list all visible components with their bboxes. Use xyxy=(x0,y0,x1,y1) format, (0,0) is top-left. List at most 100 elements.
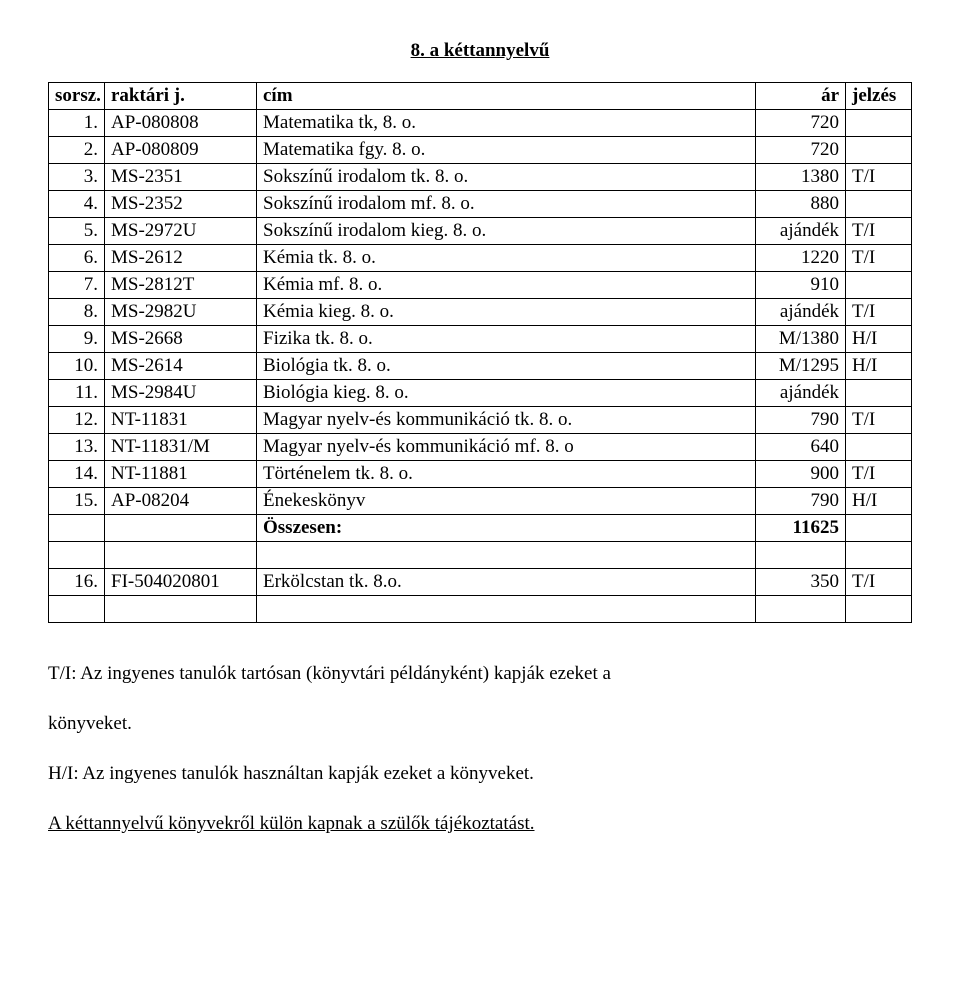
cell-cim: Sokszínű irodalom mf. 8. o. xyxy=(257,191,756,218)
cell-cim: Matematika fgy. 8. o. xyxy=(257,137,756,164)
table-row: 5.MS-2972USokszínű irodalom kieg. 8. o.a… xyxy=(49,218,912,245)
cell-ar: 1220 xyxy=(756,245,846,272)
book-table: sorsz. raktári j. cím ár jelzés 1.AP-080… xyxy=(48,82,912,623)
summary-value: 11625 xyxy=(756,515,846,542)
cell-jelzes xyxy=(846,272,912,299)
cell-raktari: AP-080808 xyxy=(105,110,257,137)
table-row: 13.NT-11831/MMagyar nyelv-és kommunikáci… xyxy=(49,434,912,461)
table-row: 4.MS-2352Sokszínű irodalom mf. 8. o.880 xyxy=(49,191,912,218)
table-row: 15.AP-08204Énekeskönyv790H/I xyxy=(49,488,912,515)
cell-cim: Kémia mf. 8. o. xyxy=(257,272,756,299)
note-extra: A kéttannyelvű könyvekről külön kapnak a… xyxy=(48,813,912,835)
cell-sorsz: 10. xyxy=(49,353,105,380)
cell-cim: Matematika tk, 8. o. xyxy=(257,110,756,137)
cell-jelzes xyxy=(846,515,912,542)
cell-raktari: MS-2984U xyxy=(105,380,257,407)
table-row: 9.MS-2668Fizika tk. 8. o.M/1380H/I xyxy=(49,326,912,353)
cell-sorsz xyxy=(49,515,105,542)
cell-sorsz: 4. xyxy=(49,191,105,218)
cell-jelzes: H/I xyxy=(846,488,912,515)
cell-raktari: MS-2612 xyxy=(105,245,257,272)
table-row: 14.NT-11881Történelem tk. 8. o.900T/I xyxy=(49,461,912,488)
cell-jelzes: T/I xyxy=(846,218,912,245)
cell-sorsz: 6. xyxy=(49,245,105,272)
cell-sorsz: 1. xyxy=(49,110,105,137)
cell-sorsz: 8. xyxy=(49,299,105,326)
cell-raktari: MS-2352 xyxy=(105,191,257,218)
cell-raktari: AP-080809 xyxy=(105,137,257,164)
cell-raktari: AP-08204 xyxy=(105,488,257,515)
cell-raktari: NT-11831/M xyxy=(105,434,257,461)
cell-ar: ajándék xyxy=(756,380,846,407)
cell-jelzes: T/I xyxy=(846,245,912,272)
cell-ar: M/1295 xyxy=(756,353,846,380)
cell-cim: Énekeskönyv xyxy=(257,488,756,515)
cell-raktari: MS-2812T xyxy=(105,272,257,299)
cell-jelzes: T/I xyxy=(846,461,912,488)
cell-jelzes: T/I xyxy=(846,299,912,326)
cell-ar: 910 xyxy=(756,272,846,299)
cell-raktari: NT-11881 xyxy=(105,461,257,488)
cell-ar: ajándék xyxy=(756,218,846,245)
cell-cim: Fizika tk. 8. o. xyxy=(257,326,756,353)
cell-ar: 350 xyxy=(756,569,846,596)
cell-sorsz: 13. xyxy=(49,434,105,461)
cell-ar: 790 xyxy=(756,407,846,434)
cell-raktari: MS-2614 xyxy=(105,353,257,380)
cell-jelzes: T/I xyxy=(846,569,912,596)
cell-sorsz: 16. xyxy=(49,569,105,596)
cell-ar: 720 xyxy=(756,110,846,137)
table-row: 8.MS-2982UKémia kieg. 8. o.ajándékT/I xyxy=(49,299,912,326)
cell-raktari: MS-2351 xyxy=(105,164,257,191)
cell-raktari: NT-11831 xyxy=(105,407,257,434)
cell-ar: 790 xyxy=(756,488,846,515)
summary-row: Összesen:11625 xyxy=(49,515,912,542)
table-row: 11.MS-2984UBiológia kieg. 8. o.ajándék xyxy=(49,380,912,407)
cell-cim: Sokszínű irodalom kieg. 8. o. xyxy=(257,218,756,245)
empty-cell xyxy=(846,542,912,569)
cell-ar: ajándék xyxy=(756,299,846,326)
spacer-row xyxy=(49,542,912,569)
cell-raktari: MS-2972U xyxy=(105,218,257,245)
empty-cell xyxy=(756,596,846,623)
col-jelzes: jelzés xyxy=(846,83,912,110)
empty-cell xyxy=(257,542,756,569)
table-row: 2.AP-080809Matematika fgy. 8. o.720 xyxy=(49,137,912,164)
cell-ar: 900 xyxy=(756,461,846,488)
cell-sorsz: 15. xyxy=(49,488,105,515)
table-row: 12.NT-11831Magyar nyelv-és kommunikáció … xyxy=(49,407,912,434)
cell-sorsz: 2. xyxy=(49,137,105,164)
empty-cell xyxy=(257,596,756,623)
table-row: 7.MS-2812TKémia mf. 8. o.910 xyxy=(49,272,912,299)
table-row: 6.MS-2612Kémia tk. 8. o.1220T/I xyxy=(49,245,912,272)
cell-jelzes: T/I xyxy=(846,407,912,434)
cell-cim: Biológia tk. 8. o. xyxy=(257,353,756,380)
note-hi: H/I: Az ingyenes tanulók használtan kapj… xyxy=(48,763,912,785)
cell-cim: Kémia tk. 8. o. xyxy=(257,245,756,272)
empty-cell xyxy=(846,596,912,623)
cell-cim: Biológia kieg. 8. o. xyxy=(257,380,756,407)
cell-jelzes xyxy=(846,110,912,137)
cell-sorsz: 7. xyxy=(49,272,105,299)
cell-raktari: MS-2982U xyxy=(105,299,257,326)
cell-ar: 1380 xyxy=(756,164,846,191)
col-ar: ár xyxy=(756,83,846,110)
cell-cim: Kémia kieg. 8. o. xyxy=(257,299,756,326)
cell-ar: 640 xyxy=(756,434,846,461)
cell-jelzes: T/I xyxy=(846,164,912,191)
table-row: 3.MS-2351Sokszínű irodalom tk. 8. o.1380… xyxy=(49,164,912,191)
cell-raktari xyxy=(105,515,257,542)
col-cim: cím xyxy=(257,83,756,110)
cell-cim: Történelem tk. 8. o. xyxy=(257,461,756,488)
cell-ar: 880 xyxy=(756,191,846,218)
cell-jelzes: H/I xyxy=(846,326,912,353)
empty-cell xyxy=(105,542,257,569)
cell-sorsz: 3. xyxy=(49,164,105,191)
cell-jelzes: H/I xyxy=(846,353,912,380)
cell-jelzes xyxy=(846,380,912,407)
cell-ar: M/1380 xyxy=(756,326,846,353)
cell-cim: Magyar nyelv-és kommunikáció mf. 8. o xyxy=(257,434,756,461)
note-ti-line1: T/I: Az ingyenes tanulók tartósan (könyv… xyxy=(48,663,912,685)
cell-cim: Sokszínű irodalom tk. 8. o. xyxy=(257,164,756,191)
cell-sorsz: 14. xyxy=(49,461,105,488)
